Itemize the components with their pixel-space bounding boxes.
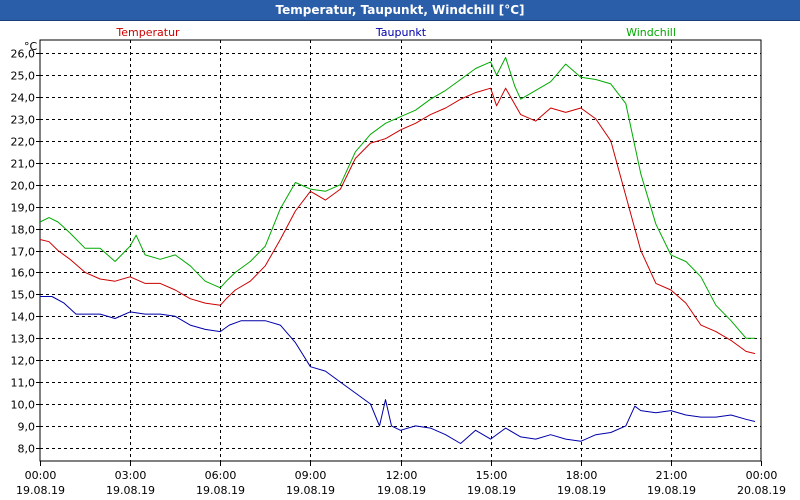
x-tick-date: 19.08.19 xyxy=(286,484,335,497)
legend-taupunkt: Taupunkt xyxy=(375,26,427,39)
x-tick-time: 21:00 xyxy=(656,469,688,482)
x-tick-time: 15:00 xyxy=(476,469,508,482)
legend: Temperatur Taupunkt Windchill xyxy=(115,26,676,39)
x-tick-date: 20.08.19 xyxy=(737,484,786,497)
plot-area xyxy=(39,39,762,462)
legend-temperatur: Temperatur xyxy=(115,26,180,39)
y-tick-label: 23,0 xyxy=(11,114,36,127)
x-tick-date: 19.08.19 xyxy=(196,484,245,497)
y-tick-label: 8,0 xyxy=(18,443,36,456)
x-tick-date: 19.08.19 xyxy=(467,484,516,497)
series-line-taupunkt xyxy=(40,296,756,444)
y-tick-label: 21,0 xyxy=(11,158,36,171)
y-tick-label: 24,0 xyxy=(11,92,36,105)
y-tick-label: 16,0 xyxy=(11,267,36,280)
y-tick-label: 14,0 xyxy=(11,311,36,324)
y-unit-label: °C xyxy=(24,40,38,53)
y-tick-label: 22,0 xyxy=(11,136,36,149)
x-tick-time: 18:00 xyxy=(566,469,598,482)
x-tick-date: 19.08.19 xyxy=(647,484,696,497)
x-tick-time: 12:00 xyxy=(386,469,418,482)
x-tick-date: 19.08.19 xyxy=(557,484,606,497)
y-tick-label: 19,0 xyxy=(11,202,36,215)
x-tick-date: 19.08.19 xyxy=(16,484,65,497)
x-tick-time: 00:00 xyxy=(25,469,57,482)
series-line-windchill xyxy=(39,57,755,339)
x-tick-time: 06:00 xyxy=(205,469,237,482)
x-tick-time: 09:00 xyxy=(295,469,327,482)
x-tick-time: 00:00 xyxy=(746,469,778,482)
x-tick-date: 19.08.19 xyxy=(106,484,155,497)
series-group xyxy=(39,57,756,444)
x-tick-time: 03:00 xyxy=(115,469,147,482)
y-tick-label: 25,0 xyxy=(11,70,36,83)
y-tick-label: 26,0 xyxy=(11,48,36,61)
x-tick-date: 19.08.19 xyxy=(377,484,426,497)
y-tick-label: 13,0 xyxy=(11,333,36,346)
y-tick-label: 10,0 xyxy=(11,399,36,412)
y-tick-label: 9,0 xyxy=(18,421,36,434)
y-tick-label: 17,0 xyxy=(11,246,36,259)
y-tick-label: 20,0 xyxy=(11,180,36,193)
y-tick-label: 15,0 xyxy=(11,289,36,302)
chart-title: Temperatur, Taupunkt, Windchill [°C] xyxy=(0,0,800,21)
legend-windchill: Windchill xyxy=(626,26,676,39)
axes: 8,0 9,0 10,0 11,0 12,0 13,0 14,0 15,0 16,0 17,0 18… xyxy=(11,40,786,497)
y-tick-label: 18,0 xyxy=(11,224,36,237)
y-tick-label: 11,0 xyxy=(11,377,36,390)
series-line-temperatur xyxy=(39,87,756,355)
y-tick-label: 12,0 xyxy=(11,355,36,368)
